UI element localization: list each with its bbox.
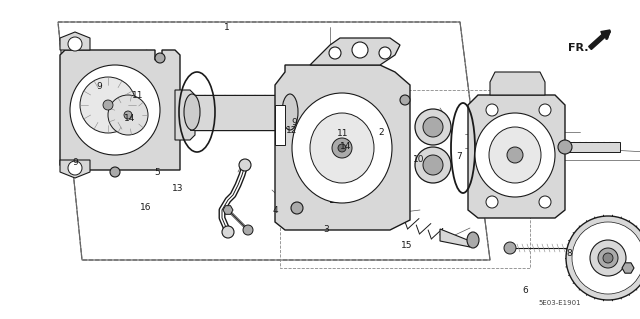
- Text: 1: 1: [225, 23, 230, 32]
- Circle shape: [124, 111, 132, 119]
- Text: 16: 16: [140, 203, 152, 212]
- Ellipse shape: [423, 155, 443, 175]
- Circle shape: [507, 147, 523, 163]
- Ellipse shape: [475, 113, 555, 197]
- Text: 6: 6: [522, 286, 527, 295]
- Circle shape: [68, 37, 82, 51]
- Polygon shape: [440, 229, 470, 247]
- Text: 2: 2: [378, 128, 383, 137]
- Circle shape: [338, 144, 346, 152]
- Polygon shape: [622, 263, 634, 273]
- Polygon shape: [190, 95, 290, 130]
- Circle shape: [332, 138, 352, 158]
- Ellipse shape: [292, 93, 392, 203]
- Text: 3: 3: [324, 225, 329, 234]
- Ellipse shape: [423, 117, 443, 137]
- Polygon shape: [275, 105, 285, 145]
- Circle shape: [598, 248, 618, 268]
- Circle shape: [539, 196, 551, 208]
- Polygon shape: [60, 32, 90, 50]
- Text: 11: 11: [132, 91, 143, 100]
- Circle shape: [486, 196, 498, 208]
- Polygon shape: [60, 50, 180, 170]
- Text: 9: 9: [292, 118, 297, 127]
- Polygon shape: [60, 160, 90, 178]
- Circle shape: [239, 159, 251, 171]
- Text: 5E03-E1901: 5E03-E1901: [539, 300, 581, 306]
- Text: 12: 12: [285, 126, 297, 135]
- Polygon shape: [175, 90, 195, 140]
- Circle shape: [222, 226, 234, 238]
- Circle shape: [504, 242, 516, 254]
- Text: 5: 5: [154, 168, 159, 177]
- Text: 9: 9: [97, 82, 102, 91]
- Text: 13: 13: [172, 184, 184, 193]
- Circle shape: [566, 216, 640, 300]
- Ellipse shape: [310, 113, 374, 183]
- Circle shape: [400, 95, 410, 105]
- Circle shape: [572, 222, 640, 294]
- Text: 14: 14: [124, 114, 136, 122]
- Circle shape: [329, 47, 341, 59]
- Polygon shape: [468, 95, 565, 218]
- Text: FR.: FR.: [568, 43, 588, 53]
- Circle shape: [155, 53, 165, 63]
- Circle shape: [110, 167, 120, 177]
- Text: 4: 4: [273, 206, 278, 215]
- Ellipse shape: [184, 94, 200, 130]
- Ellipse shape: [467, 232, 479, 248]
- Polygon shape: [490, 72, 545, 95]
- Polygon shape: [330, 188, 345, 202]
- Text: 15: 15: [401, 241, 412, 250]
- Polygon shape: [223, 206, 233, 214]
- Text: 10: 10: [413, 155, 425, 164]
- Circle shape: [352, 42, 368, 58]
- Ellipse shape: [489, 127, 541, 183]
- FancyArrow shape: [589, 30, 610, 49]
- Circle shape: [486, 104, 498, 116]
- Circle shape: [603, 253, 613, 263]
- Ellipse shape: [70, 65, 160, 155]
- Text: 7: 7: [457, 152, 462, 161]
- Text: 11: 11: [337, 130, 348, 138]
- Polygon shape: [275, 65, 410, 230]
- Circle shape: [243, 225, 253, 235]
- Circle shape: [379, 47, 391, 59]
- Polygon shape: [565, 142, 620, 152]
- Ellipse shape: [415, 109, 451, 145]
- Ellipse shape: [108, 95, 148, 135]
- Text: 14: 14: [340, 142, 351, 151]
- Text: 9: 9: [73, 158, 78, 167]
- Circle shape: [291, 202, 303, 214]
- Circle shape: [539, 104, 551, 116]
- Ellipse shape: [415, 147, 451, 183]
- Circle shape: [103, 100, 113, 110]
- Circle shape: [590, 240, 626, 276]
- Ellipse shape: [80, 77, 136, 133]
- Text: 8: 8: [567, 249, 572, 258]
- Circle shape: [68, 161, 82, 175]
- Circle shape: [558, 140, 572, 154]
- Ellipse shape: [282, 94, 298, 130]
- Polygon shape: [310, 38, 400, 65]
